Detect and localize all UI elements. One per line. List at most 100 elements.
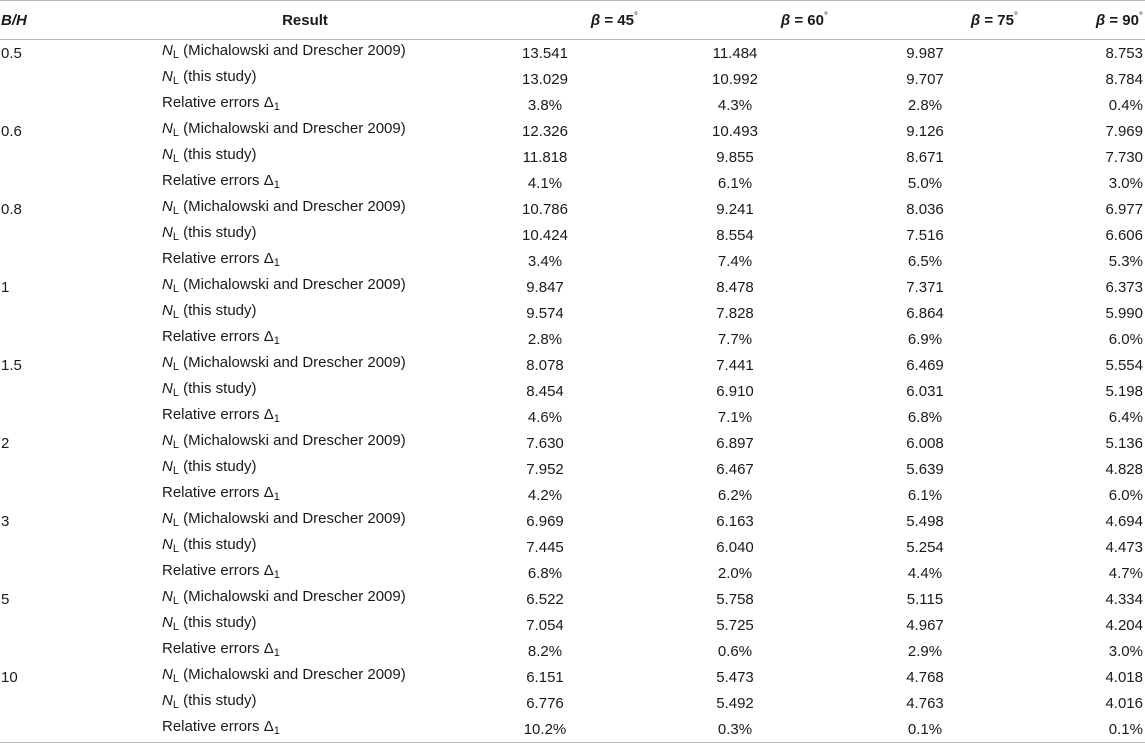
- value-cell: 6.0%: [1108, 486, 1143, 504]
- result-cell: NL (Michalowski and Drescher 2009): [160, 118, 450, 144]
- value-cell: 7.516: [906, 226, 944, 244]
- value-cell: 5.758: [716, 590, 754, 608]
- errors-subscript: 1: [273, 179, 280, 191]
- value-cell: 5.136: [1105, 434, 1143, 452]
- value-cell: 2.8%: [907, 96, 943, 114]
- errors-subscript: 1: [273, 647, 280, 659]
- value-cell: 7.630: [526, 434, 564, 452]
- bh-cell: 2: [1, 434, 10, 452]
- value-cell: 4.473: [1105, 538, 1143, 556]
- table-row-this-study: NL (this study) 7.445 6.040 5.254 4.473: [0, 534, 1145, 560]
- value-cell: 6.5%: [907, 252, 943, 270]
- result-label-text: Relative errors Δ: [162, 172, 274, 189]
- bh-cell: [0, 482, 160, 508]
- value-cell: 6.031: [906, 382, 944, 400]
- bh-cell: 10: [1, 668, 18, 686]
- result-cell: Relative errors Δ1: [160, 92, 450, 118]
- value-cell: 5.198: [1105, 382, 1143, 400]
- value-cell: 8.078: [526, 356, 564, 374]
- value-cell: 5.498: [906, 512, 944, 530]
- result-label-text: (Michalowski and Drescher 2009): [183, 198, 406, 215]
- result-cell: Relative errors Δ1: [160, 404, 450, 430]
- table-row-michalowski: 0.6 NL (Michalowski and Drescher 2009) 12.…: [0, 118, 1145, 144]
- result-label-text: (this study): [183, 146, 257, 163]
- nl-symbol: N: [162, 198, 173, 215]
- bh-cell: [0, 144, 160, 170]
- table-row-this-study: NL (this study) 7.952 6.467 5.639 4.828: [0, 456, 1145, 482]
- value-cell: 6.040: [716, 538, 754, 556]
- result-cell: NL (this study): [160, 534, 450, 560]
- beta-value: = 90: [1109, 12, 1139, 29]
- value-cell: 7.445: [526, 538, 564, 556]
- result-label-text: (Michalowski and Drescher 2009): [183, 42, 406, 59]
- value-cell: 9.987: [906, 44, 944, 62]
- result-cell: Relative errors Δ1: [160, 170, 450, 196]
- result-cell: NL (this study): [160, 222, 450, 248]
- value-cell: 4.334: [1105, 590, 1143, 608]
- value-cell: 8.2%: [527, 642, 563, 660]
- nl-symbol: N: [162, 120, 173, 137]
- errors-subscript: 1: [273, 491, 280, 503]
- nl-symbol: N: [162, 224, 173, 241]
- value-cell: 6.522: [526, 590, 564, 608]
- table-row-relative-errors: Relative errors Δ1 8.2% 0.6% 2.9% 3.0%: [0, 638, 1145, 664]
- value-cell: 2.9%: [907, 642, 943, 660]
- value-cell: 7.7%: [717, 330, 753, 348]
- result-cell: Relative errors Δ1: [160, 716, 450, 743]
- result-cell: NL (Michalowski and Drescher 2009): [160, 508, 450, 534]
- beta-value: = 75: [984, 12, 1014, 29]
- value-cell: 6.2%: [717, 486, 753, 504]
- result-label-text: Relative errors Δ: [162, 640, 274, 657]
- result-label-text: (this study): [183, 458, 257, 475]
- value-cell: 11.484: [712, 44, 758, 62]
- value-cell: 6.0%: [1108, 330, 1143, 348]
- value-cell: 3.0%: [1108, 642, 1143, 660]
- result-label-text: Relative errors Δ: [162, 484, 274, 501]
- nl-subscript: L: [172, 49, 179, 61]
- value-cell: 10.992: [712, 70, 758, 88]
- value-cell: 5.554: [1105, 356, 1143, 374]
- value-cell: 5.115: [906, 590, 944, 608]
- nl-subscript: L: [172, 465, 179, 477]
- result-cell: NL (Michalowski and Drescher 2009): [160, 274, 450, 300]
- nl-symbol: N: [162, 146, 173, 163]
- beta-symbol: β: [1095, 12, 1106, 29]
- value-cell: 7.730: [1105, 148, 1143, 166]
- bh-cell: [0, 326, 160, 352]
- value-cell: 0.4%: [1108, 96, 1143, 114]
- beta-value: = 60: [794, 12, 824, 29]
- value-cell: 11.818: [522, 148, 568, 166]
- result-label-text: (Michalowski and Drescher 2009): [183, 354, 406, 371]
- result-label-text: (this study): [183, 380, 257, 397]
- value-cell: 9.855: [716, 148, 754, 166]
- value-cell: 6.864: [906, 304, 944, 322]
- bh-cell: [0, 612, 160, 638]
- bh-cell: [0, 222, 160, 248]
- bh-cell: [0, 560, 160, 586]
- table-body: 0.5 NL (Michalowski and Drescher 2009) 13.…: [0, 40, 1145, 743]
- result-label-text: Relative errors Δ: [162, 328, 274, 345]
- value-cell: 5.473: [716, 668, 754, 686]
- beta-symbol: β: [970, 12, 981, 29]
- nl-symbol: N: [162, 614, 173, 631]
- value-cell: 7.371: [906, 278, 944, 296]
- value-cell: 7.441: [716, 356, 754, 374]
- value-cell: 6.4%: [1108, 408, 1143, 426]
- nl-subscript: L: [172, 543, 179, 555]
- value-cell: 3.8%: [527, 96, 563, 114]
- value-cell: 6.163: [716, 512, 754, 530]
- table-row-relative-errors: Relative errors Δ1 4.2% 6.2% 6.1% 6.0%: [0, 482, 1145, 508]
- result-label-text: (this study): [183, 614, 257, 631]
- result-label-text: (Michalowski and Drescher 2009): [183, 588, 406, 605]
- bh-cell: [0, 638, 160, 664]
- bh-cell: [0, 690, 160, 716]
- table-row-this-study: NL (this study) 7.054 5.725 4.967 4.204: [0, 612, 1145, 638]
- value-cell: 6.373: [1105, 278, 1143, 296]
- value-cell: 7.828: [716, 304, 754, 322]
- nl-subscript: L: [172, 231, 179, 243]
- table-row-michalowski: 10 NL (Michalowski and Drescher 2009) 6.15…: [0, 664, 1145, 690]
- result-cell: Relative errors Δ1: [160, 248, 450, 274]
- value-cell: 9.574: [526, 304, 564, 322]
- value-cell: 9.126: [906, 122, 944, 140]
- result-cell: NL (Michalowski and Drescher 2009): [160, 40, 450, 67]
